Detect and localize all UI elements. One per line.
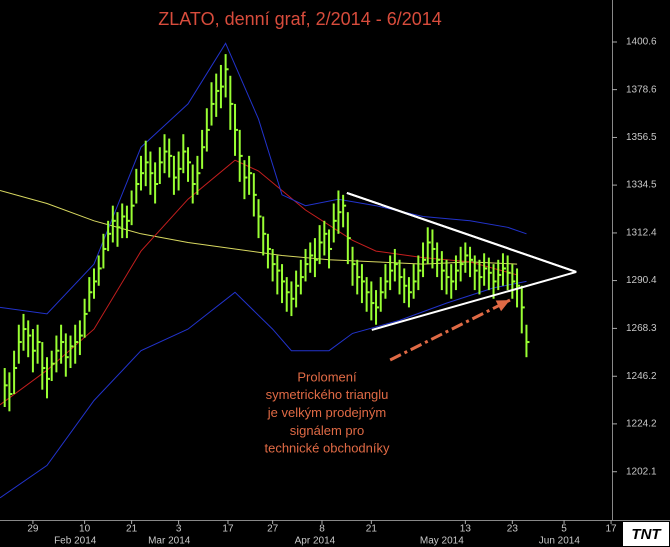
y-tick-label: 1334.5 bbox=[626, 180, 657, 191]
indicator-line bbox=[0, 42, 527, 315]
month-label: May 2014 bbox=[420, 536, 464, 547]
x-tick-label: 21 bbox=[126, 524, 138, 535]
month-label: Feb 2014 bbox=[54, 536, 97, 547]
month-label: Mar 2014 bbox=[148, 536, 191, 547]
indicator-line bbox=[0, 159, 518, 406]
y-tick-label: 1202.1 bbox=[626, 466, 657, 477]
y-tick-label: 1356.5 bbox=[626, 132, 657, 143]
y-tick-label: 1290.4 bbox=[626, 275, 657, 286]
x-tick-label: 8 bbox=[319, 524, 325, 535]
annotation-text: technické obchodníky bbox=[264, 441, 390, 456]
month-label: Jun 2014 bbox=[539, 536, 581, 547]
month-label: Apr 2014 bbox=[295, 536, 336, 547]
y-tick-label: 1312.4 bbox=[626, 228, 657, 239]
annotation-text: symetrického trianglu bbox=[266, 387, 389, 402]
x-tick-label: 5 bbox=[561, 524, 567, 535]
y-tick-label: 1378.6 bbox=[626, 84, 657, 95]
triangle-upper-tip bbox=[346, 191, 577, 273]
x-tick-label: 21 bbox=[366, 524, 378, 535]
x-tick-label: 13 bbox=[460, 524, 472, 535]
y-tick-label: 1268.3 bbox=[626, 323, 657, 334]
x-tick-label: 29 bbox=[27, 524, 39, 535]
annotation-text: signálem pro bbox=[290, 423, 364, 438]
x-tick-label: 17 bbox=[605, 524, 617, 535]
x-tick-label: 3 bbox=[176, 524, 182, 535]
x-tick-label: 23 bbox=[507, 524, 519, 535]
y-tick-label: 1400.6 bbox=[626, 37, 657, 48]
x-tick-label: 27 bbox=[267, 524, 279, 535]
x-tick-label: 17 bbox=[222, 524, 234, 535]
logo-box bbox=[623, 522, 669, 546]
plot-area bbox=[0, 42, 577, 499]
triangle-lower bbox=[371, 270, 577, 331]
y-tick-label: 1246.2 bbox=[626, 371, 657, 382]
y-tick-label: 1224.2 bbox=[626, 419, 657, 430]
annotation-text: je velkým prodejným bbox=[267, 405, 387, 420]
arrow-head bbox=[495, 300, 510, 312]
logo: TNT bbox=[631, 526, 662, 543]
annotation-text: Prolomení bbox=[297, 369, 357, 384]
indicator-line bbox=[0, 190, 518, 265]
chart-title: ZLATO, denní graf, 2/2014 - 6/2014 bbox=[158, 9, 442, 29]
x-tick-label: 10 bbox=[79, 524, 91, 535]
indicator-line bbox=[0, 280, 527, 499]
